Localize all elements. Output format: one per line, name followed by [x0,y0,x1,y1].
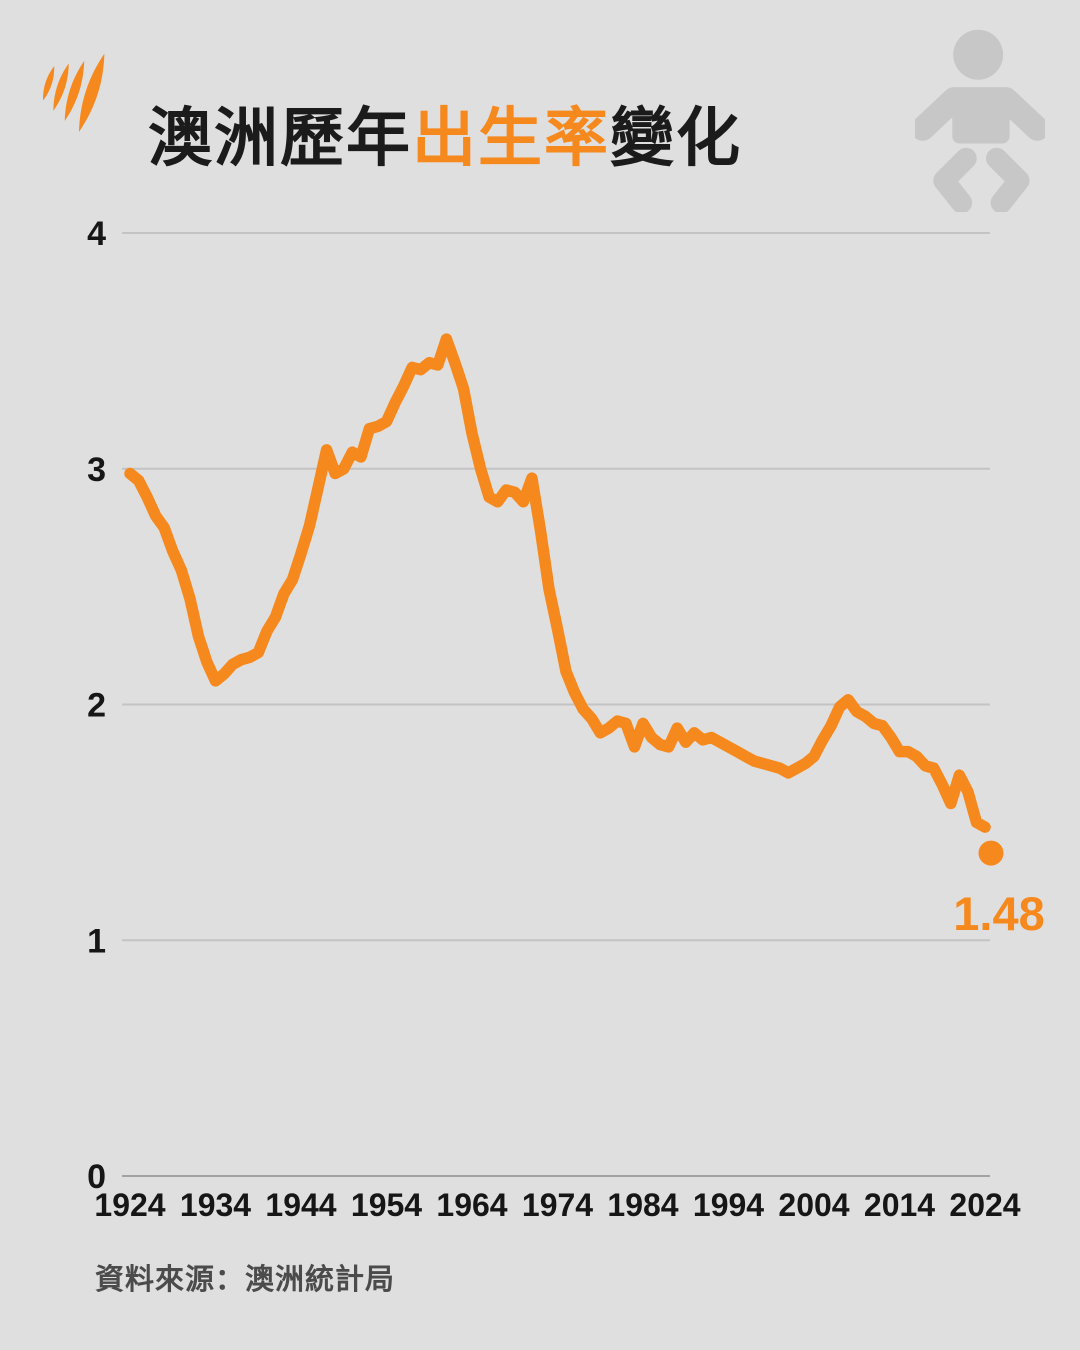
x-tick-label: 1944 [265,1187,336,1223]
x-tick-label: 2004 [778,1187,849,1223]
x-tick-label: 2014 [864,1187,935,1223]
sbs-logo-icon [42,53,105,132]
x-tick-label: 1964 [436,1187,507,1223]
y-tick-label: 3 [87,451,106,489]
x-tick-label: 2024 [949,1187,1020,1223]
y-tick-label: 1 [87,922,106,960]
x-tick-label: 1934 [180,1187,251,1223]
y-tick-label: 0 [87,1158,106,1196]
latest-value-label: 1.48 [953,887,1045,940]
header: 澳洲歷年出生率變化 [0,0,1080,210]
title-part1: 澳洲歷年 [148,101,412,174]
x-tick-label: 1974 [522,1187,593,1223]
baby-icon [915,29,1045,212]
title-part2: 變化 [610,101,742,174]
y-tick-label: 2 [87,687,106,725]
x-tick-label: 1994 [693,1187,764,1223]
x-tick-label: 1954 [351,1187,422,1223]
latest-point-marker [978,840,1004,866]
x-tick-label: 1984 [607,1187,678,1223]
y-tick-label: 4 [87,215,106,253]
x-tick-label: 1924 [94,1187,165,1223]
page-title: 澳洲歷年出生率變化 [148,101,742,174]
fertility-rate-line [124,333,991,833]
title-highlight: 出生率 [412,101,610,174]
source-note: 資料來源：澳洲統計局 [95,1264,396,1296]
